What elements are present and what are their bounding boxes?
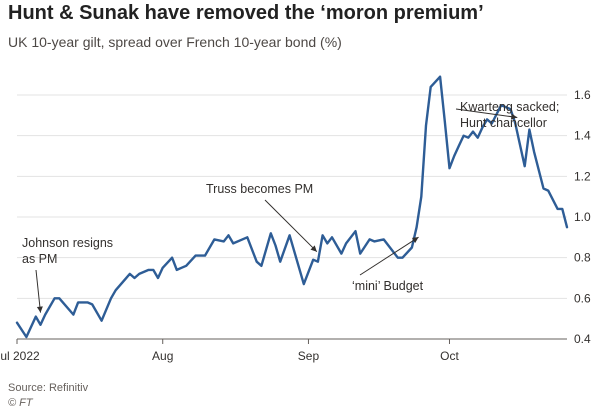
annotation-johnson-resigns: as PM <box>22 252 57 266</box>
source-note: Source: Refinitiv <box>8 382 89 394</box>
annotation-budget-leader <box>359 236 419 276</box>
x-tick-label: Sep <box>298 349 320 363</box>
annotation-truss-becomes-pm: Truss becomes PM <box>206 182 313 196</box>
y-tick-label: 0.4 <box>574 332 591 346</box>
annotation-johnson-leader <box>35 269 42 313</box>
ft-credit: © FT <box>8 397 33 409</box>
chart-subtitle: UK 10-year gilt, spread over French 10-y… <box>8 34 342 50</box>
y-tick-label: 0.6 <box>574 291 591 305</box>
chart-title: Hunt & Sunak have removed the ‘moron pre… <box>8 2 484 24</box>
x-tick-label: Jul 2022 <box>0 349 40 363</box>
x-tick-label: Aug <box>152 349 173 363</box>
y-tick-label: 1.2 <box>574 169 591 183</box>
annotation-kwarteng-arrowhead <box>510 113 518 120</box>
annotation-mini-budget: ‘mini’ Budget <box>352 279 424 293</box>
annotation-budget-arrowhead <box>411 237 419 243</box>
y-tick-label: 1.4 <box>574 129 591 143</box>
data-series-line <box>15 75 569 339</box>
annotation-kwarteng-sacked: Kwarteng sacked; <box>460 100 559 114</box>
annotation-johnson-arrowhead <box>36 306 43 313</box>
y-tick-label: 1.6 <box>574 88 591 102</box>
annotation-johnson-resigns: Johnson resigns <box>22 236 113 250</box>
y-tick-label: 1.0 <box>574 210 591 224</box>
annotation-truss-leader <box>264 199 318 253</box>
annotation-kwarteng-sacked: Hunt chancellor <box>460 116 547 130</box>
annotation-truss-arrowhead <box>310 245 317 252</box>
y-tick-label: 0.8 <box>574 251 591 265</box>
x-tick-label: Oct <box>440 349 459 363</box>
annotation-kwarteng-leader <box>455 108 518 118</box>
